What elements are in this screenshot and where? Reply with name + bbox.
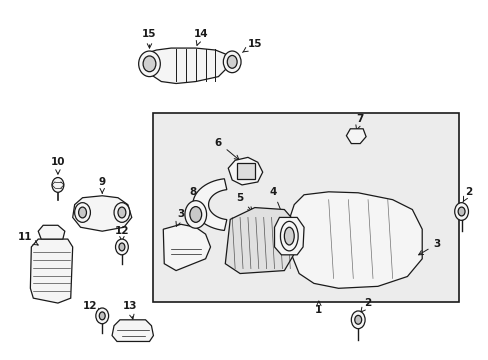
- Text: 2: 2: [360, 298, 371, 312]
- Ellipse shape: [284, 227, 294, 245]
- Text: 13: 13: [122, 301, 137, 319]
- Polygon shape: [73, 196, 131, 231]
- Polygon shape: [38, 225, 65, 239]
- Ellipse shape: [79, 207, 86, 218]
- Polygon shape: [112, 320, 153, 342]
- Ellipse shape: [99, 312, 105, 320]
- Text: 12: 12: [115, 226, 129, 242]
- Ellipse shape: [75, 203, 90, 222]
- Text: 3: 3: [418, 239, 440, 255]
- Polygon shape: [143, 48, 228, 84]
- Text: 9: 9: [99, 177, 105, 193]
- Ellipse shape: [189, 207, 201, 222]
- Ellipse shape: [139, 51, 160, 77]
- Bar: [153, 113, 458, 302]
- Polygon shape: [30, 239, 73, 303]
- Ellipse shape: [52, 177, 64, 192]
- Text: 7: 7: [355, 114, 363, 130]
- Polygon shape: [289, 192, 421, 288]
- Text: 2: 2: [462, 187, 471, 202]
- Ellipse shape: [184, 201, 206, 228]
- Bar: [237, 163, 254, 179]
- Text: 10: 10: [51, 157, 65, 174]
- Polygon shape: [225, 208, 297, 274]
- Text: 15: 15: [142, 29, 157, 48]
- Text: 14: 14: [193, 29, 207, 45]
- Text: 6: 6: [214, 138, 239, 160]
- Polygon shape: [228, 157, 262, 185]
- Text: 15: 15: [242, 39, 262, 52]
- Polygon shape: [274, 217, 304, 255]
- Polygon shape: [346, 129, 366, 144]
- Ellipse shape: [354, 315, 361, 324]
- Ellipse shape: [350, 311, 365, 329]
- Ellipse shape: [457, 207, 464, 216]
- Ellipse shape: [118, 207, 125, 218]
- Ellipse shape: [227, 55, 237, 68]
- Text: 5: 5: [236, 193, 252, 212]
- Ellipse shape: [115, 239, 128, 255]
- Text: 11: 11: [18, 232, 38, 245]
- Text: 4: 4: [269, 187, 283, 216]
- Ellipse shape: [280, 221, 298, 251]
- Ellipse shape: [96, 308, 108, 324]
- Ellipse shape: [119, 243, 124, 251]
- Text: 3: 3: [176, 210, 184, 226]
- Polygon shape: [192, 179, 226, 230]
- Text: 8: 8: [189, 187, 207, 207]
- Text: 1: 1: [315, 301, 322, 315]
- Ellipse shape: [143, 56, 156, 72]
- Polygon shape: [163, 224, 210, 271]
- Ellipse shape: [454, 203, 468, 220]
- Text: 12: 12: [83, 301, 101, 312]
- Ellipse shape: [223, 51, 241, 73]
- Ellipse shape: [114, 203, 129, 222]
